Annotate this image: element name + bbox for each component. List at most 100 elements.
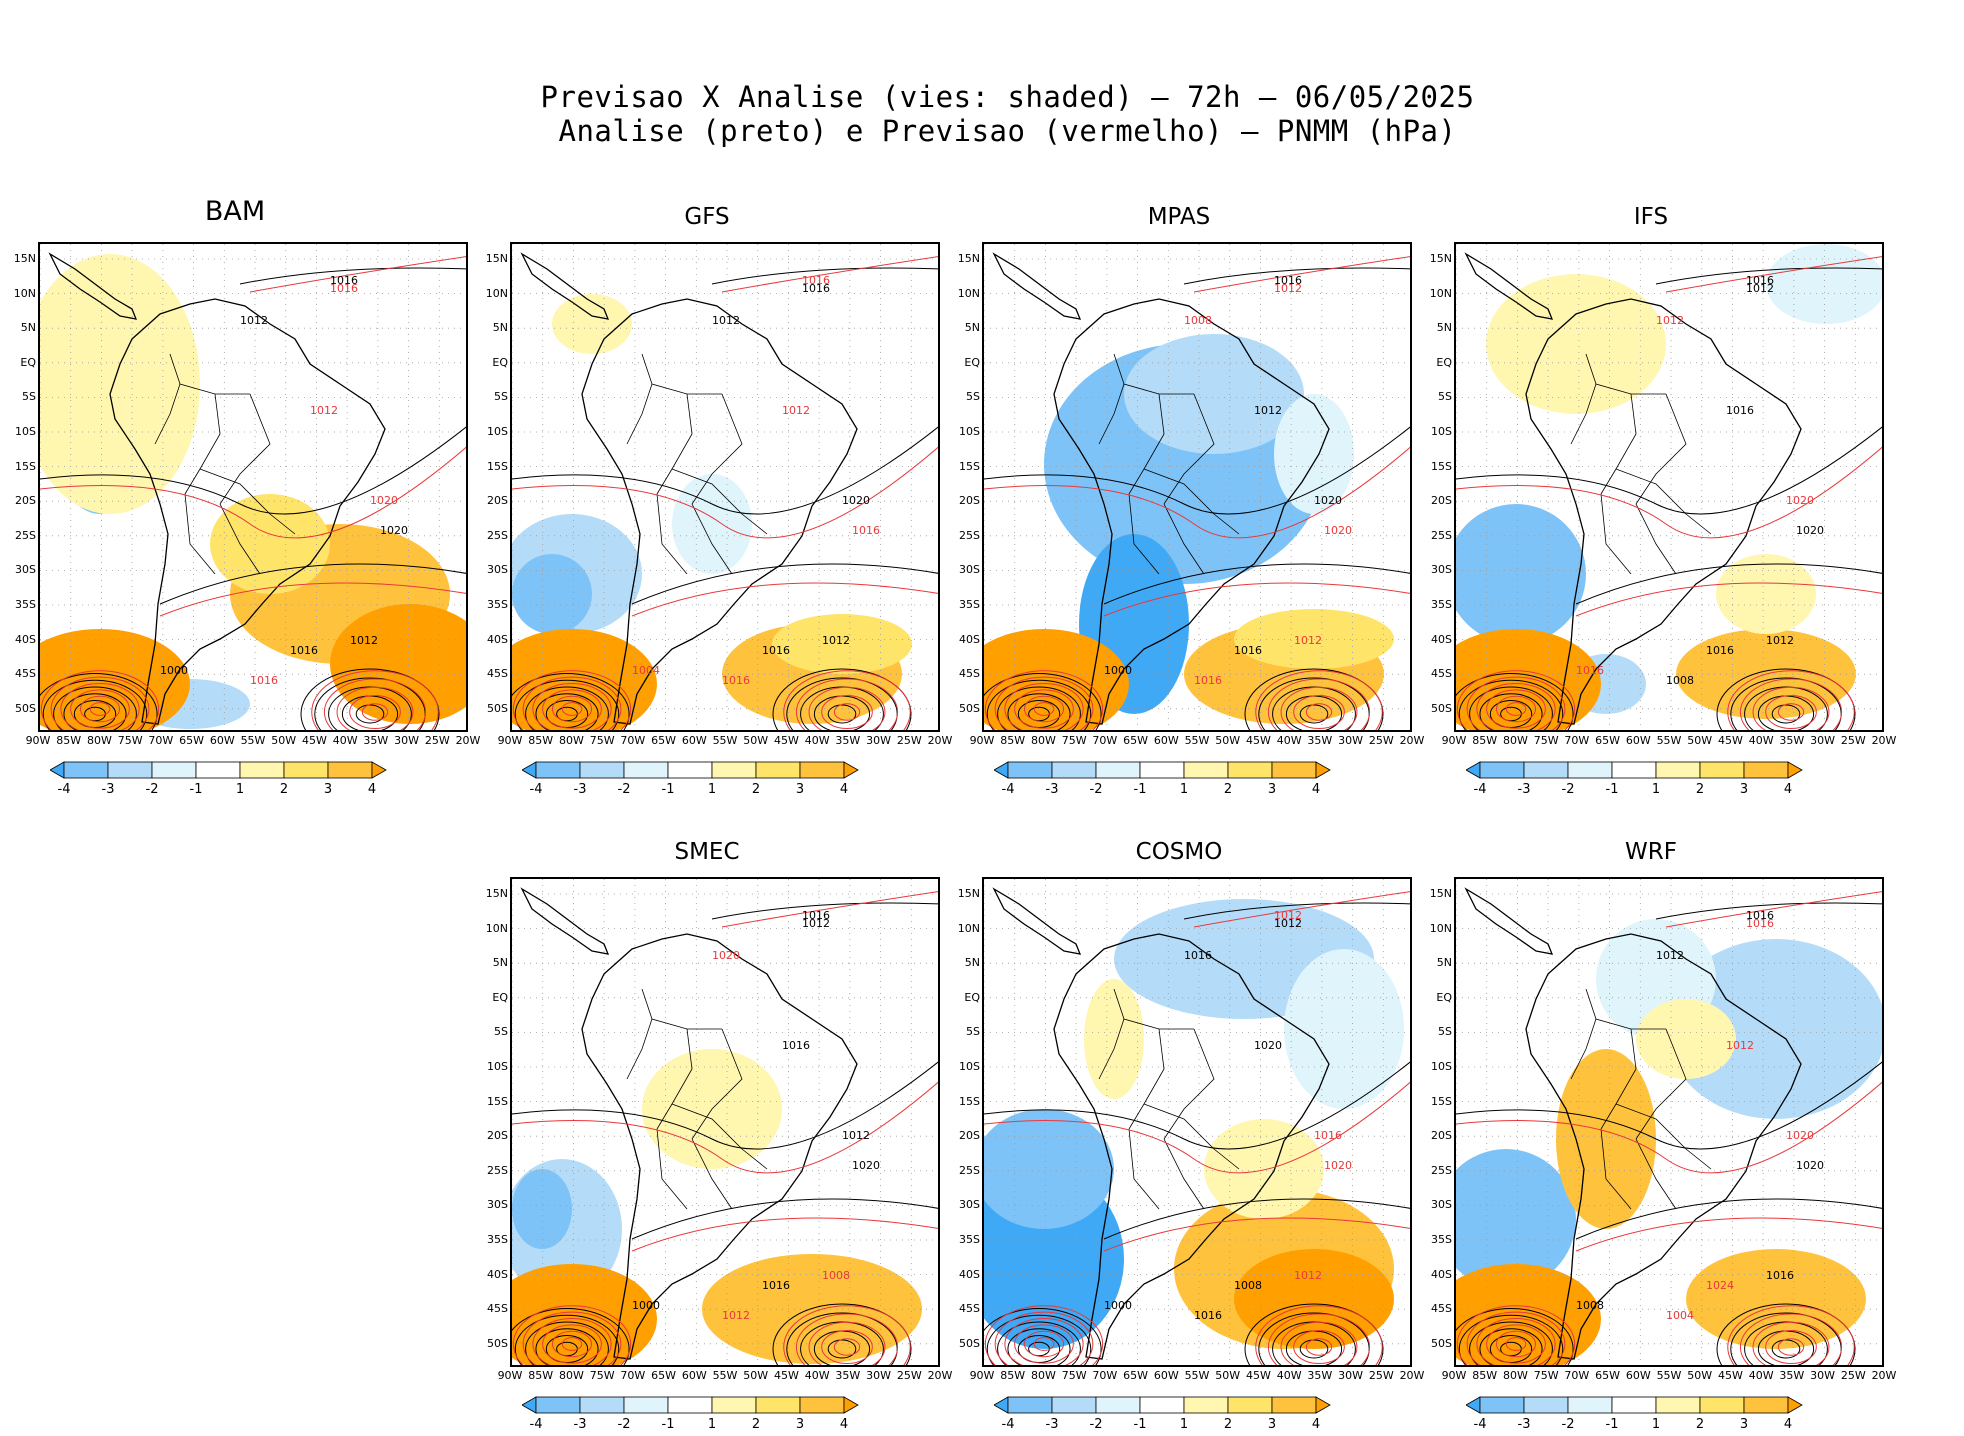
lat-tick-label: 40S	[1431, 632, 1452, 646]
lon-tick-label: 25W	[1840, 734, 1866, 747]
isobar-label: 1012	[722, 1309, 750, 1322]
country-border	[1098, 1018, 1125, 1080]
forecast-isobar	[512, 446, 938, 539]
lon-tick-label: 90W	[25, 734, 51, 747]
colorbar-label: 1	[707, 1417, 717, 1432]
lat-tick-label: EQ	[964, 355, 980, 369]
forecast-isobar	[1727, 670, 1855, 730]
country-border	[1098, 383, 1125, 445]
isobar-label: 1012	[1656, 314, 1684, 327]
lat-tick-label: 45S	[487, 667, 508, 681]
forecast-isobar	[532, 1318, 612, 1365]
coastline	[1525, 933, 1802, 1360]
lat-tick-label: 5S	[494, 1025, 508, 1039]
country-border	[1113, 988, 1194, 1030]
lon-tick-label: 25W	[1840, 1369, 1866, 1382]
lon-tick-label: 30W	[866, 734, 891, 747]
country-border	[154, 383, 181, 445]
country-border	[671, 1103, 768, 1170]
lat-tick-label: 25S	[487, 1163, 508, 1177]
lat-tick-label: 15N	[1429, 887, 1452, 900]
lon-tick-label: 25W	[896, 734, 922, 747]
lat-tick-label: EQ	[1436, 990, 1452, 1004]
lon-tick-label: 70W	[1092, 1369, 1118, 1382]
lat-tick-label: 5N	[1436, 321, 1452, 335]
colorbar-label: -4	[1001, 1417, 1015, 1432]
analysis-isobar	[711, 902, 938, 920]
country-border	[656, 1128, 688, 1210]
lon-tick-label: 25W	[424, 734, 450, 747]
colorbar-segment	[1183, 761, 1229, 779]
lat-tick-label: 15S	[1431, 459, 1452, 473]
coastline	[520, 887, 610, 955]
colorbar-arrow-left	[994, 1396, 1009, 1414]
bias-positive-area	[1556, 1049, 1656, 1229]
colorbar-label: -3	[101, 782, 115, 797]
lon-tick-label: 60W	[209, 734, 235, 747]
forecast-isobar	[1476, 1318, 1556, 1365]
isobar-label: 1016	[1746, 917, 1774, 930]
colorbar	[994, 761, 1331, 779]
country-border	[1635, 393, 1687, 505]
lon-tick-label: 65W	[179, 734, 204, 747]
colorbar-segment	[1095, 1396, 1141, 1414]
lat-tick-label: 10N	[957, 921, 980, 935]
coastline	[992, 252, 1082, 320]
lat-tick-label: 15S	[487, 459, 508, 473]
country-border	[641, 988, 722, 1030]
colorbar-segment	[711, 761, 757, 779]
forecast-isobar	[311, 670, 439, 730]
analysis-isobar	[997, 1321, 1081, 1365]
lat-tick-label: EQ	[492, 990, 508, 1004]
colorbar-label: 4	[1783, 1417, 1793, 1432]
colorbar-label: 4	[1311, 782, 1321, 797]
isobar-label: 1016	[1314, 1129, 1342, 1142]
forecast-isobar	[1486, 689, 1546, 729]
lat-tick-label: 35S	[959, 598, 980, 611]
forecast-isobar	[1495, 695, 1537, 723]
country-border	[184, 393, 221, 495]
isobar-label: 1020	[712, 949, 740, 962]
country-border	[1635, 503, 1677, 575]
forecast-isobar	[1752, 686, 1830, 730]
colorbar-segment	[1699, 1396, 1745, 1414]
lon-tick-label: 35W	[835, 1369, 861, 1382]
lat-tick-label: 45S	[959, 667, 980, 681]
forecast-isobar	[783, 670, 911, 730]
lon-tick-label: 80W	[558, 734, 584, 747]
colorbar-segment	[711, 1396, 757, 1414]
forecast-isobar	[1103, 582, 1410, 617]
country-border	[1635, 1138, 1677, 1210]
lon-tick-label: 55W	[712, 1369, 738, 1382]
forecast-isobar	[833, 703, 861, 721]
colorbar-label: 4	[367, 782, 377, 797]
lat-tick-label: 15N	[1429, 252, 1452, 265]
colorbar-segment	[1611, 1396, 1657, 1414]
lon-tick-label: 80W	[558, 1369, 584, 1382]
lat-tick-label: 10S	[487, 1060, 508, 1073]
forecast-isobar	[349, 695, 401, 729]
lon-tick-label: 25W	[896, 1369, 922, 1382]
lat-tick-label: EQ	[1436, 355, 1452, 369]
analysis-isobar	[514, 679, 620, 730]
panel-title: WRF	[1625, 839, 1677, 865]
isobar-label: 1020	[1314, 494, 1342, 507]
analysis-isobar	[772, 668, 912, 730]
forecast-isobar	[1014, 1324, 1074, 1364]
forecast-isobar	[522, 1311, 622, 1365]
map-area: 1016 1016 1012 1012 1020 1020 1024 1008 1016 1004	[1454, 877, 1884, 1367]
forecast-isobar	[561, 702, 583, 716]
colorbar-arrow-left	[1466, 761, 1481, 779]
lat-tick-label: 50S	[959, 1336, 980, 1350]
bias-negative-area	[1284, 949, 1404, 1109]
lat-tick-label: 25S	[1431, 528, 1452, 542]
lat-tick-label: 10S	[15, 425, 36, 438]
colorbar-label: -1	[1605, 1417, 1619, 1432]
analysis-isobar	[984, 426, 1410, 515]
analysis-isobar	[1456, 673, 1574, 730]
lon-tick-label: 35W	[835, 734, 861, 747]
lat-tick-label: 15N	[957, 887, 980, 900]
lat-tick-label: 45S	[15, 667, 36, 681]
lon-tick-label: 70W	[1564, 1369, 1590, 1382]
